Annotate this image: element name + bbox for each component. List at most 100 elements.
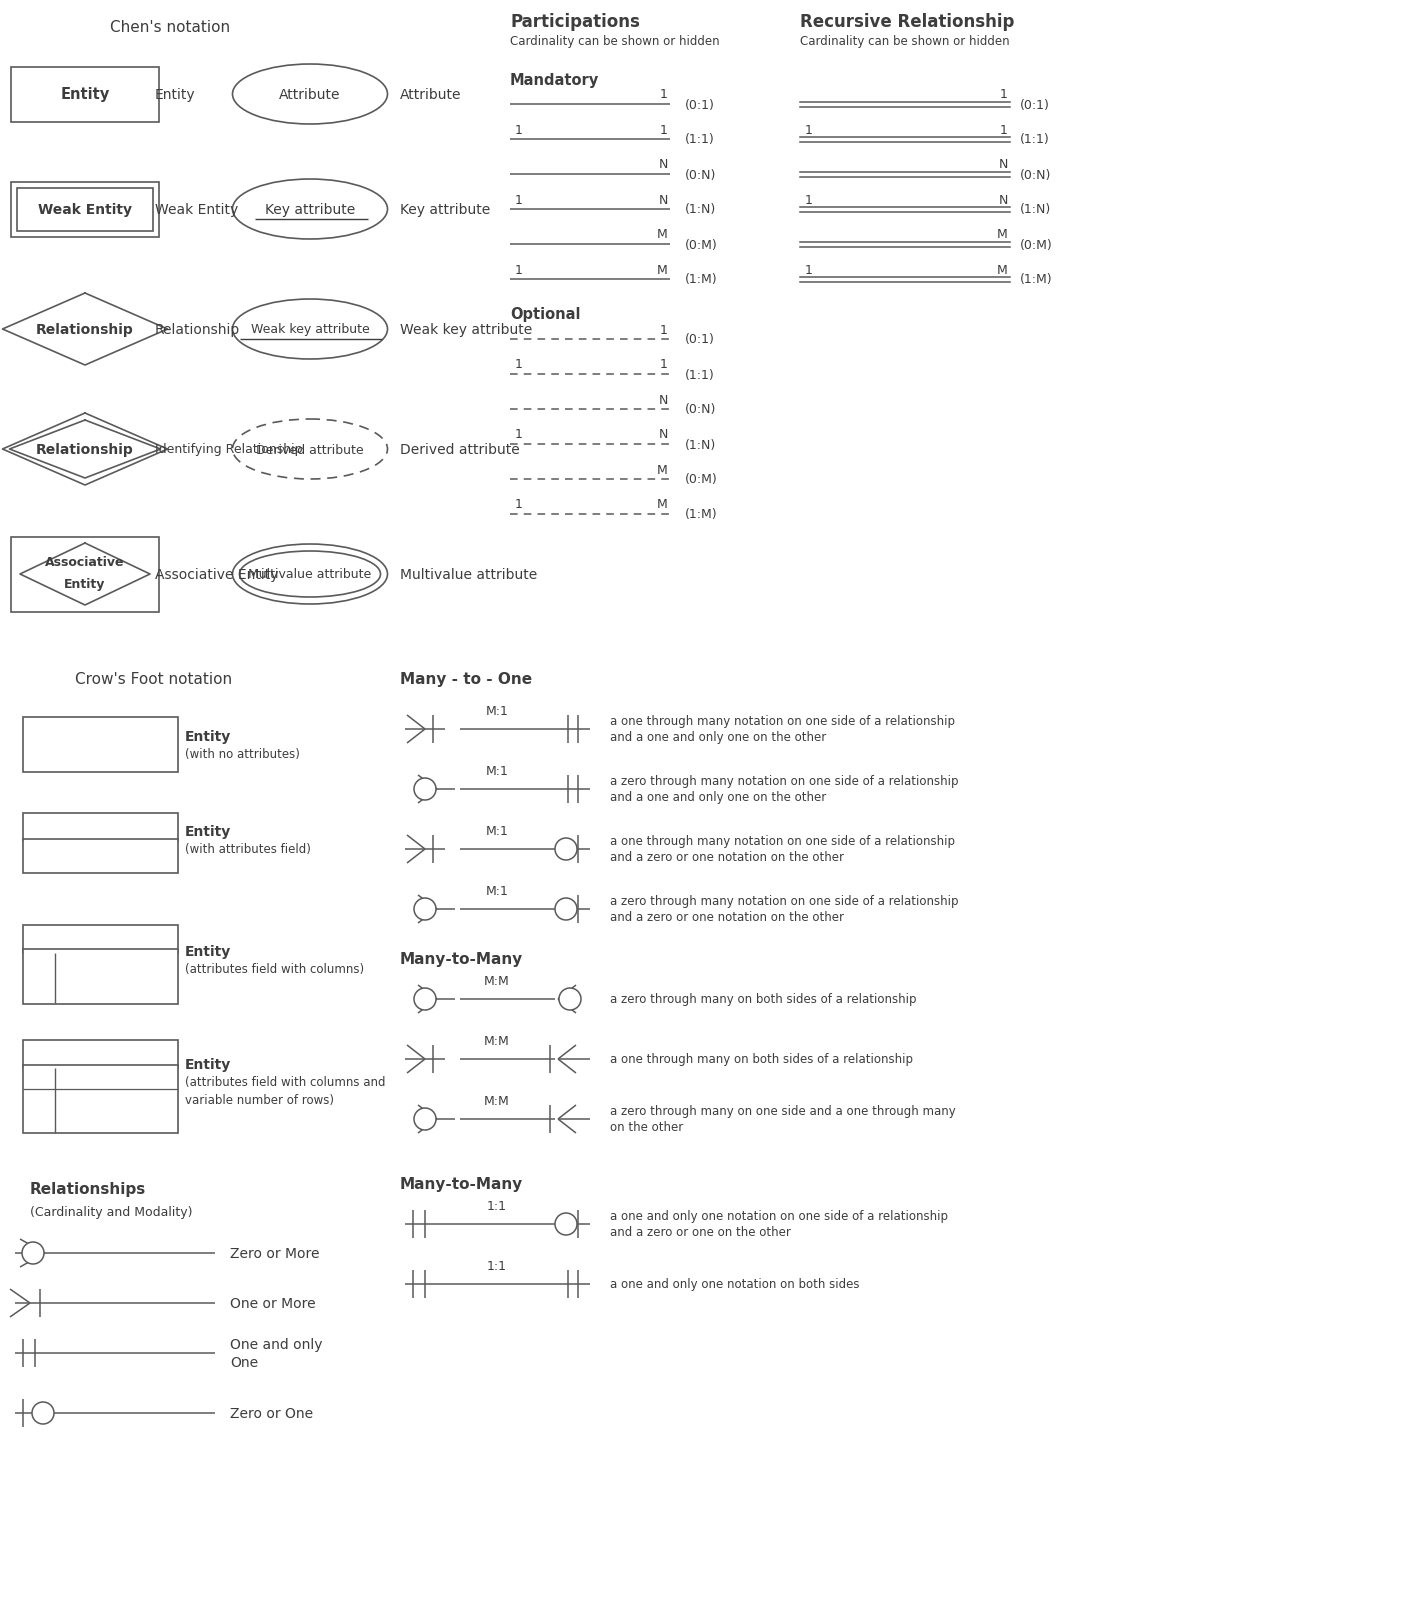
Bar [22,925,177,953]
Bar [11,537,159,612]
Text: Entity: Entity [185,730,232,743]
Text: a zero through many on one side and a one through many: a zero through many on one side and a on… [609,1105,956,1118]
Text: (1:1): (1:1) [685,133,715,146]
Circle shape [22,1242,44,1264]
Text: M: M [997,229,1008,242]
Text: Multivalue attribute: Multivalue attribute [400,568,538,581]
Circle shape [414,988,437,1011]
Text: a zero through many notation on one side of a relationship: a zero through many notation on one side… [609,894,959,907]
Bar [17,188,153,232]
Text: (1:M): (1:M) [1019,273,1053,286]
Text: Chen's notation: Chen's notation [110,21,230,36]
Bar [22,813,177,841]
Text: 1: 1 [1000,88,1008,101]
Text: and a one and only one on the other: and a one and only one on the other [609,790,826,803]
Text: Zero or More: Zero or More [230,1246,320,1259]
Text: M:1: M:1 [486,824,508,837]
Circle shape [555,899,577,920]
Text: (0:1): (0:1) [1019,99,1050,112]
Text: (0:M): (0:M) [685,239,717,252]
Text: Optional: Optional [510,307,580,323]
Text: Entity: Entity [60,88,110,102]
Text: (1:N): (1:N) [685,438,716,451]
Text: M:M: M:M [484,1035,510,1048]
Polygon shape [3,414,167,485]
Text: N: N [658,393,668,406]
Text: 1: 1 [515,359,522,372]
Text: Crow's Foot notation: Crow's Foot notation [74,672,232,687]
Text: (1:M): (1:M) [685,508,717,521]
Text: Zero or One: Zero or One [230,1406,313,1420]
Text: (0:N): (0:N) [685,403,716,415]
Text: M: M [657,463,668,476]
Text: Relationship: Relationship [154,323,240,338]
Text: a one through many notation on one side of a relationship: a one through many notation on one side … [609,716,955,729]
Text: (0:1): (0:1) [685,333,715,346]
Bar [11,68,159,122]
Circle shape [32,1402,53,1423]
Text: M: M [657,263,668,276]
Text: variable number of rows): variable number of rows) [185,1094,334,1107]
Polygon shape [20,544,150,605]
Text: Recursive Relationship: Recursive Relationship [800,13,1014,31]
Text: Entity: Entity [185,945,232,959]
Text: Entity: Entity [154,88,195,102]
Text: Mandatory: Mandatory [510,73,600,88]
Text: (1:M): (1:M) [685,273,717,286]
Circle shape [414,779,437,800]
Text: M:1: M:1 [486,764,508,777]
Text: 1: 1 [804,123,813,136]
Text: (attributes field with columns and: (attributes field with columns and [185,1076,386,1089]
Text: (with no attributes): (with no attributes) [185,748,300,761]
Text: (1:N): (1:N) [1019,203,1052,216]
Circle shape [414,1109,437,1130]
Bar [22,839,177,873]
Text: Cardinality can be shown or hidden: Cardinality can be shown or hidden [510,36,720,49]
Text: 1: 1 [515,193,522,206]
Circle shape [414,899,437,920]
Text: (0:N): (0:N) [1019,169,1052,182]
Text: N: N [658,159,668,172]
Text: 1: 1 [515,123,522,136]
Text: N: N [998,193,1008,206]
Text: (attributes field with columns): (attributes field with columns) [185,962,364,975]
Ellipse shape [233,420,388,480]
Text: (0:N): (0:N) [685,169,716,182]
Text: One: One [230,1355,258,1370]
Text: Many - to - One: Many - to - One [400,672,532,687]
Text: Weak key attribute: Weak key attribute [400,323,532,338]
Text: One or More: One or More [230,1297,316,1310]
Text: Attribute: Attribute [279,88,341,102]
Text: 1: 1 [660,359,668,372]
Text: Many-to-Many: Many-to-Many [400,953,524,967]
Bar [22,1040,177,1068]
Text: Entity: Entity [65,578,105,591]
Text: 1: 1 [660,88,668,101]
Text: Relationship: Relationship [37,443,133,456]
Ellipse shape [240,552,380,597]
Text: Entity: Entity [185,1057,232,1071]
Text: and a zero or one notation on the other: and a zero or one notation on the other [609,850,844,863]
Text: (1:1): (1:1) [1019,133,1050,146]
Text: Identifying Relationship: Identifying Relationship [154,443,302,456]
Text: Many-to-Many: Many-to-Many [400,1177,524,1191]
Text: Key attribute: Key attribute [400,203,490,217]
Text: (1:1): (1:1) [685,368,715,381]
Text: N: N [658,193,668,206]
Circle shape [555,1214,577,1235]
Text: Weak Entity: Weak Entity [38,203,132,217]
Text: Derived attribute: Derived attribute [400,443,519,456]
Text: (Cardinality and Modality): (Cardinality and Modality) [29,1206,192,1219]
Text: M:M: M:M [484,975,510,988]
Text: M:M: M:M [484,1096,510,1109]
Text: Relationship: Relationship [37,323,133,338]
Text: 1: 1 [1000,123,1008,136]
Text: on the other: on the other [609,1121,684,1134]
Text: and a zero or one notation on the other: and a zero or one notation on the other [609,911,844,923]
Text: Associative Entity: Associative Entity [154,568,278,581]
Text: and a one and only one on the other: and a one and only one on the other [609,730,826,743]
Ellipse shape [233,545,388,605]
Text: 1: 1 [515,498,522,511]
Text: M: M [657,498,668,511]
Text: Relationships: Relationships [29,1182,146,1196]
